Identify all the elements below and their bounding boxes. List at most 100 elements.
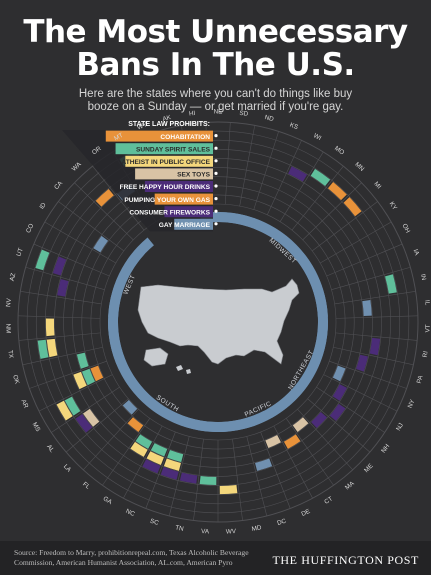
source-note: Source: Freedom to Marry, prohibitionrep… [14,548,249,567]
chart-cell-mn [327,181,347,201]
state-label-la: LA [62,463,73,474]
state-label-ak: AK [162,114,173,123]
grid-spoke [18,315,101,319]
grid-spoke [291,165,344,231]
chart-cell-id [93,235,109,253]
grid-spoke [326,243,403,277]
grid-spoke [102,418,151,486]
legend-item-label: SUNDAY SPIRIT SALES [136,146,211,153]
state-label-sc: SC [149,518,160,527]
state-label-ny: NY [407,398,417,410]
chart-cell-wi [288,166,308,182]
subtitle-line-2: booze on a Sunday — or get married if yo… [87,101,344,113]
legend-swatch [154,193,213,205]
legend-dot [214,197,218,201]
state-label-or: OR [91,145,103,156]
chart-cell-in [385,274,397,294]
legend-dot [214,146,218,150]
state-label-va: VA [201,528,210,536]
legend-swatch [135,168,213,180]
state-label-ut: UT [15,247,24,257]
footer [0,541,431,575]
grid-spoke [285,418,334,486]
chart-cell-ar [90,365,104,382]
chart-cell-ar [73,371,87,390]
legend-swatch [174,218,213,230]
legend: STATE LAW PROHIBITS: COHABITATION SUNDAY S… [62,121,218,232]
state-label-wa: WA [71,160,84,172]
grid-spoke [29,360,107,389]
grid-spoke [74,182,134,241]
chart-cell-nm [45,318,55,337]
state-label-ok: OK [11,374,20,385]
state-label-ms: MS [31,421,42,433]
chart-cell-nc [142,459,161,474]
legend-item-label: SEX TOYS [177,172,210,179]
grid-spoke [168,436,190,517]
grid-spoke [92,165,145,231]
state-label-ia: IA [412,248,421,257]
chart-cell-nh [329,403,346,421]
state-label-ma: MA [344,480,356,492]
legend-swatch [115,143,213,155]
chart-cell-ms [56,400,73,421]
chart-cell-nj [332,384,347,401]
chart-cell-ct [283,434,301,449]
legend-dot [214,171,218,175]
chart-cell-la [122,400,138,415]
chart-cell-ri [369,337,381,356]
grid-spoke [44,221,116,264]
state-label-nh: NH [380,443,391,455]
grid-spoke [331,266,411,290]
legend-dot [214,209,218,213]
chart-cell-wa [95,189,114,207]
grid-spoke [20,291,102,305]
grid-spoke [334,291,416,305]
grid-spoke [51,386,120,433]
chart-cell-tx [46,338,58,358]
grid-spoke [307,398,371,453]
grid-spoke [246,436,268,517]
state-label-ri: RI [422,350,430,358]
chart-cell-nc [150,443,168,457]
grid-spoke [279,151,324,222]
grid-spoke [123,425,163,499]
grid-spoke [273,425,313,499]
legend-item-label: FREE HAPPY HOUR DRINKS [120,184,211,191]
grid-spoke [83,409,139,471]
state-label-nv: NV [5,297,13,307]
legend-dot [214,184,218,188]
chart-cell-al [83,408,100,427]
state-label-ks: KS [289,122,299,132]
chart-cell-ny [332,365,346,382]
us-map-shape [137,278,300,365]
grid-rings [17,121,419,523]
legend-banner [62,130,213,232]
grid-spoke [302,182,362,241]
state-label-oh: OH [401,223,412,235]
state-label-pa: PA [416,374,425,384]
state-label-ky: KY [388,201,399,213]
grid-spoke [65,398,129,453]
grid-spoke [335,332,418,341]
subtitle: Here are the states where you can't do t… [0,88,431,114]
grid-spoke [224,122,231,205]
state-label-nj: NJ [395,422,405,432]
state-label-me: ME [363,462,375,474]
legend-swatch [105,130,213,142]
state-label-nd: ND [264,114,275,123]
grid-spoke [335,315,418,319]
grid-spoke [18,332,101,341]
legend-swatch [144,181,213,192]
grid-spoke [145,431,176,509]
state-label-de: DE [300,508,311,518]
state-label-mt: MT [113,132,124,143]
legend-dot [214,134,218,138]
chart-cell-ok [76,352,89,369]
chart-cell-me [311,412,327,429]
chart-cell-ut [35,249,50,271]
chart-cell-ut [52,256,67,276]
grid-spoke [25,266,105,290]
state-label-wi: WI [312,132,322,142]
